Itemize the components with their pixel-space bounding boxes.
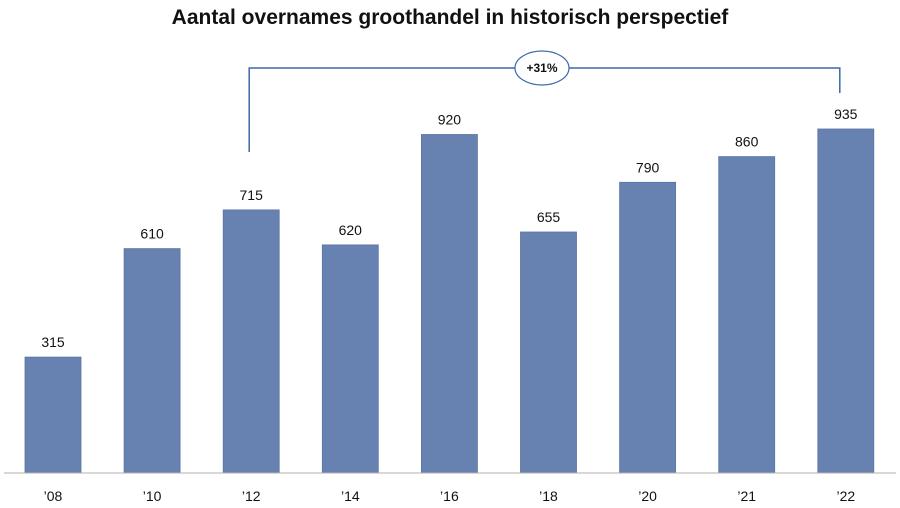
bar-8 xyxy=(817,128,875,474)
x-tick-label-6: ’20 xyxy=(638,488,657,504)
x-tick-label-2: ’12 xyxy=(242,488,261,504)
value-label-5: 655 xyxy=(537,209,561,225)
value-labels-group: 315 610 715 620 920 655 790 860 935 xyxy=(41,106,857,350)
x-tick-label-8: ’22 xyxy=(836,488,855,504)
bar-1 xyxy=(123,248,181,474)
chart-title: Aantal overnames groothandel in historis… xyxy=(172,6,730,29)
bar-2 xyxy=(222,209,280,474)
value-label-4: 920 xyxy=(438,112,462,128)
bar-7 xyxy=(718,156,776,474)
x-tick-label-1: ’10 xyxy=(143,488,162,504)
x-tick-label-5: ’18 xyxy=(539,488,558,504)
x-tick-labels-group: ’08 ’10 ’12 ’14 ’16 ’18 ’20 ’21 ’22 xyxy=(44,488,856,504)
x-tick-label-0: ’08 xyxy=(44,488,63,504)
bar-0 xyxy=(24,356,82,474)
x-tick-label-7: ’21 xyxy=(737,488,756,504)
growth-badge-label: +31% xyxy=(526,61,557,75)
value-label-3: 620 xyxy=(339,222,363,238)
bar-5 xyxy=(520,231,577,474)
growth-annotation: +31% xyxy=(248,50,841,152)
value-label-6: 790 xyxy=(636,159,660,175)
value-label-2: 715 xyxy=(240,187,264,203)
value-label-0: 315 xyxy=(41,334,65,350)
bars-group xyxy=(24,128,875,474)
bar-4 xyxy=(420,134,478,474)
x-tick-label-4: ’16 xyxy=(440,488,459,504)
bar-3 xyxy=(321,244,379,474)
value-label-7: 860 xyxy=(735,134,759,150)
growth-badge xyxy=(514,50,570,86)
x-tick-label-3: ’14 xyxy=(341,488,360,504)
value-label-1: 610 xyxy=(140,226,164,242)
bar-6 xyxy=(619,181,676,474)
value-label-8: 935 xyxy=(834,106,858,122)
